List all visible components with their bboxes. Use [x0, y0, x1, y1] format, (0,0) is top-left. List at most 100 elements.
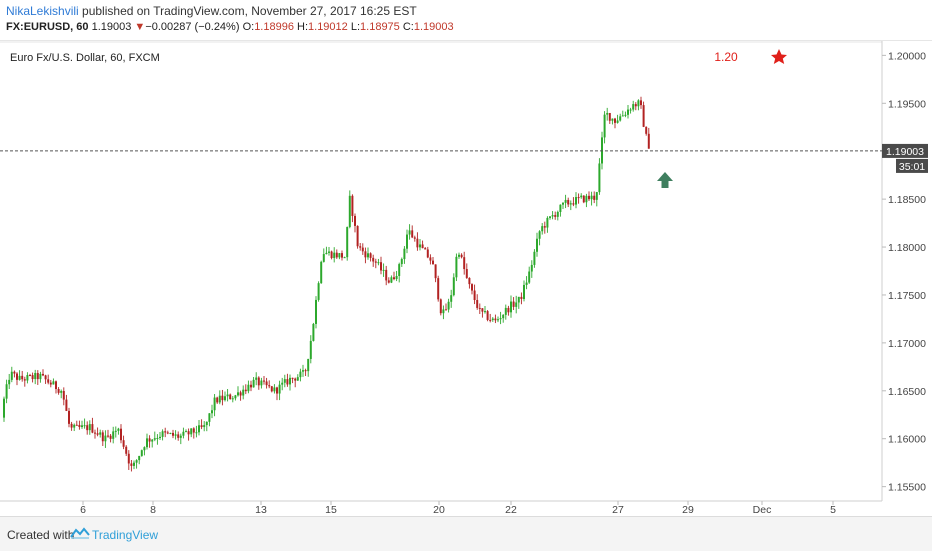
- candle-body: [260, 380, 263, 386]
- time-tick-label: 15: [325, 504, 337, 515]
- candle-body: [549, 216, 551, 218]
- price-tick-label: 1.16000: [888, 434, 926, 446]
- candle-body: [252, 379, 255, 388]
- chart-area[interactable]: Euro Fx/U.S. Dollar, 60, FXCM 1.20000 1.1…: [0, 41, 932, 516]
- price-chart[interactable]: Euro Fx/U.S. Dollar, 60, FXCM 1.20000 1.1…: [0, 41, 932, 516]
- price-tick-label: 1.19500: [888, 98, 926, 110]
- candle-body: [213, 397, 216, 411]
- candle-body: [577, 197, 580, 199]
- candle-body: [403, 248, 406, 260]
- candle-body: [546, 217, 549, 228]
- candle-body: [338, 253, 341, 258]
- candle-body: [86, 425, 89, 431]
- candle-body: [309, 340, 312, 359]
- candle-body: [3, 398, 5, 418]
- candle-body: [55, 381, 57, 390]
- candle-body: [471, 284, 473, 291]
- candle-body: [23, 379, 26, 381]
- candle-body: [151, 439, 154, 442]
- candle-body: [34, 373, 37, 380]
- candle-body: [507, 307, 510, 313]
- target-level-annotation[interactable]: 1.20: [714, 50, 738, 64]
- candle-body: [530, 264, 533, 272]
- candle-body: [627, 109, 629, 115]
- candles: [3, 96, 650, 472]
- candle-body: [564, 199, 567, 203]
- candle-body: [432, 260, 434, 265]
- candle-body: [356, 225, 359, 247]
- candle-body: [445, 309, 447, 311]
- candle-body: [413, 237, 416, 239]
- candle-body: [551, 215, 554, 217]
- tradingview-brand-link[interactable]: TradingView: [92, 528, 159, 542]
- candle-body: [244, 389, 247, 392]
- candle-body: [255, 377, 258, 380]
- price-axis[interactable]: 1.200001.195001.190001.185001.180001.175…: [882, 50, 926, 494]
- candle-body: [437, 278, 440, 300]
- candle-body: [294, 378, 297, 381]
- created-with-label: Created with: [7, 528, 75, 542]
- candle-body: [460, 254, 463, 258]
- candle-body: [195, 432, 198, 434]
- candle-body: [491, 318, 494, 321]
- candle-body: [528, 271, 531, 283]
- current-price-tag: [882, 143, 928, 158]
- candle-body: [361, 247, 364, 252]
- candle-body: [169, 432, 172, 434]
- candle-body: [13, 371, 16, 374]
- low-label: L:: [350, 21, 361, 33]
- candle-body: [190, 428, 193, 435]
- candle-body: [575, 197, 577, 205]
- open-value: 1.18996: [254, 21, 294, 33]
- candle-body: [112, 431, 115, 439]
- star-icon[interactable]: [771, 49, 787, 64]
- candle-body: [96, 433, 99, 435]
- candle-body: [247, 384, 250, 392]
- candle-body: [177, 434, 180, 438]
- time-tick-label: 29: [682, 504, 694, 515]
- candle-body: [78, 424, 81, 428]
- candle-body: [198, 425, 200, 433]
- candle-body: [65, 399, 68, 411]
- time-axis[interactable]: 6 8 13 15 20 22 27 29 Dec 5: [80, 501, 836, 516]
- time-tick-label: 27: [612, 504, 624, 515]
- candle-body: [330, 251, 333, 259]
- candle-body: [533, 251, 536, 265]
- candle-body: [408, 230, 411, 235]
- candle-body: [117, 428, 120, 431]
- candle-body: [114, 430, 117, 432]
- candle-body: [411, 230, 414, 238]
- candle-body: [242, 389, 245, 396]
- price-tick-label: 1.15500: [888, 482, 926, 494]
- candle-body: [450, 295, 453, 302]
- tradingview-logo-icon[interactable]: [70, 526, 90, 540]
- candle-body: [182, 431, 185, 436]
- price-tick-label: 1.18000: [888, 242, 926, 254]
- candle-body: [645, 126, 648, 134]
- candle-body: [208, 413, 211, 422]
- author-link[interactable]: NikaLekishvili: [6, 4, 79, 18]
- candle-body: [398, 264, 401, 276]
- up-arrow-icon[interactable]: [657, 172, 673, 188]
- candle-body: [541, 226, 544, 232]
- candle-body: [120, 428, 122, 441]
- candle-body: [101, 432, 104, 442]
- candle-body: [315, 299, 317, 324]
- candle-body: [554, 215, 557, 217]
- high-value: 1.19012: [308, 21, 348, 33]
- candle-body: [49, 382, 52, 385]
- time-tick-label: 22: [505, 504, 517, 515]
- candle-body: [510, 301, 512, 313]
- candle-body: [582, 195, 585, 203]
- candle-body: [42, 373, 44, 376]
- candle-body: [426, 249, 429, 258]
- candle-body: [156, 438, 159, 440]
- candle-body: [148, 438, 151, 442]
- footer: Created with TradingView: [0, 516, 932, 551]
- candle-body: [47, 379, 50, 383]
- candle-body: [606, 112, 609, 115]
- candle-body: [88, 424, 91, 431]
- candle-body: [499, 318, 502, 320]
- candle-body: [590, 195, 593, 200]
- chart-title: Euro Fx/U.S. Dollar, 60, FXCM: [10, 52, 160, 64]
